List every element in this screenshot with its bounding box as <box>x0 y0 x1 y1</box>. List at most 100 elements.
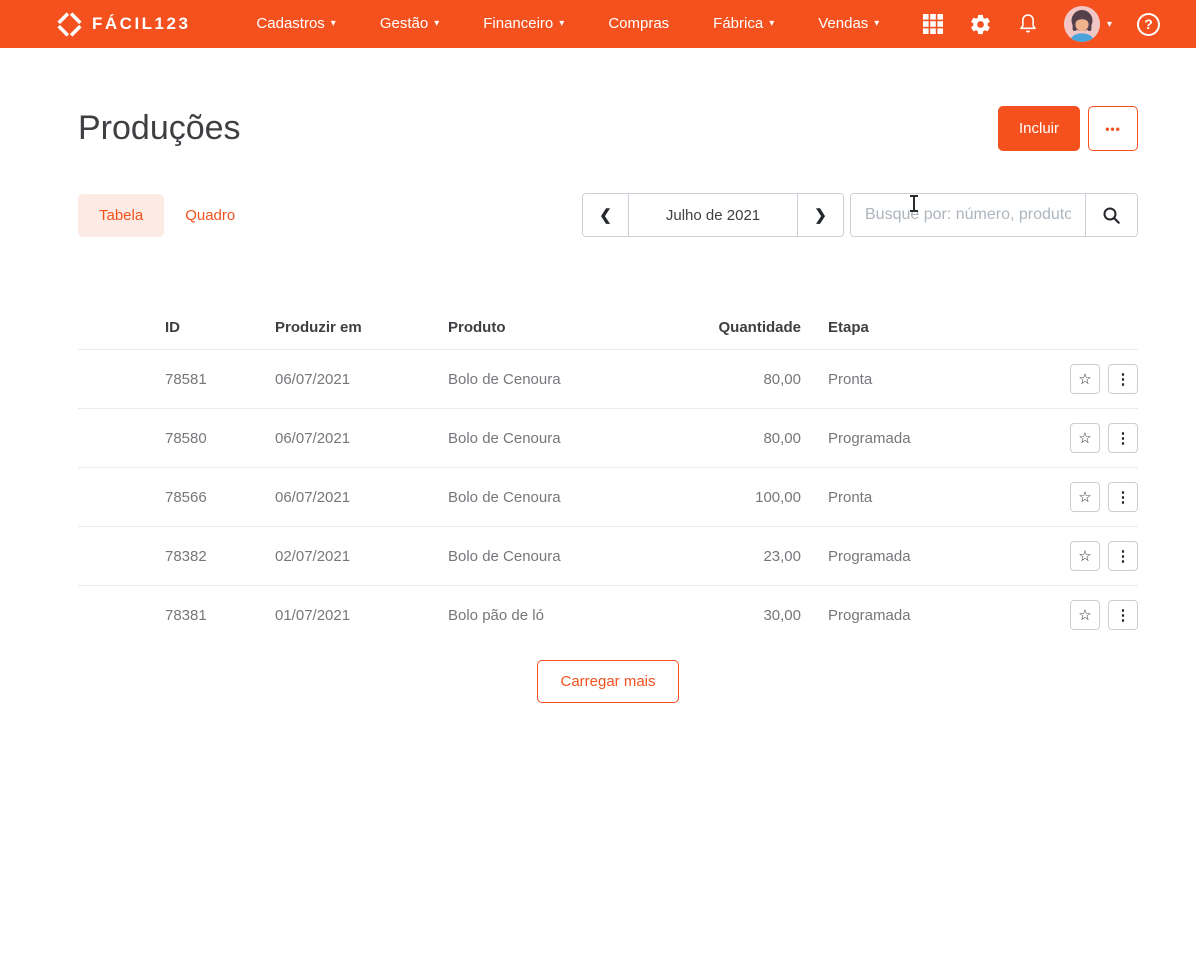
favorite-button[interactable]: ☆ <box>1070 364 1100 394</box>
header-etapa: Etapa <box>828 318 869 336</box>
cell-date: 02/07/2021 <box>275 547 351 565</box>
header-produzir-em: Produzir em <box>275 318 362 336</box>
page-title: Produções <box>78 109 241 147</box>
tab-quadro[interactable]: Quadro <box>185 206 236 224</box>
period-navigator: ❮ Julho de 2021 ❯ <box>582 193 844 237</box>
caret-down-icon: ▾ <box>330 18 336 29</box>
cell-stage: Pronta <box>828 488 873 506</box>
table-row[interactable]: 78580 06/07/2021 Bolo de Cenoura 80,00 P… <box>78 408 1138 467</box>
kebab-menu-icon: ⋮ <box>1115 371 1131 388</box>
cell-product: Bolo de Cenoura <box>448 429 561 447</box>
period-label: Julho de 2021 <box>628 194 798 236</box>
chevron-right-icon: ❯ <box>814 207 827 224</box>
cell-date: 06/07/2021 <box>275 488 351 506</box>
cell-id: 78580 <box>165 429 207 447</box>
star-icon: ☆ <box>1078 607 1092 624</box>
main-menu: Cadastros ▾ Gestão ▾ Financeiro ▾ Compra… <box>234 0 901 48</box>
cell-id: 78581 <box>165 370 207 388</box>
incluir-button[interactable]: Incluir <box>997 106 1080 151</box>
cell-id: 78381 <box>165 606 207 624</box>
kebab-menu-icon: ⋮ <box>1115 607 1131 624</box>
header-id: ID <box>165 318 180 336</box>
search-icon <box>1102 206 1121 225</box>
row-menu-button[interactable]: ⋮ <box>1108 423 1138 453</box>
text-cursor <box>908 195 919 212</box>
cell-qty: 80,00 <box>763 429 801 447</box>
menu-item-financeiro[interactable]: Financeiro ▾ <box>461 0 586 48</box>
star-icon: ☆ <box>1078 548 1092 565</box>
star-icon: ☆ <box>1078 371 1092 388</box>
cell-qty: 30,00 <box>763 606 801 624</box>
table-row[interactable]: 78581 06/07/2021 Bolo de Cenoura 80,00 P… <box>78 349 1138 408</box>
apps-grid-icon[interactable] <box>922 13 944 35</box>
kebab-menu-icon: ⋮ <box>1115 430 1131 447</box>
kebab-menu-icon: ⋮ <box>1115 489 1131 506</box>
table-header: ID Produzir em Produto Quantidade Etapa <box>78 305 1138 349</box>
brand-name: FÁCIL123 <box>92 14 191 33</box>
header-produto: Produto <box>448 318 506 336</box>
view-tabs: Tabela Quadro <box>78 193 256 237</box>
load-more-button[interactable]: Carregar mais <box>537 660 679 703</box>
gear-icon[interactable] <box>969 13 992 36</box>
chevron-left-icon: ❮ <box>599 207 612 224</box>
brand-logo[interactable]: FÁCIL123 <box>56 10 191 38</box>
cell-date: 06/07/2021 <box>275 429 351 447</box>
avatar <box>1063 6 1100 42</box>
star-icon: ☆ <box>1078 489 1092 506</box>
menu-item-gestao[interactable]: Gestão ▾ <box>358 0 461 48</box>
caret-down-icon: ▾ <box>559 18 565 29</box>
more-options-button[interactable]: ••• <box>1088 106 1138 151</box>
menu-item-vendas[interactable]: Vendas ▾ <box>796 0 901 48</box>
bell-icon[interactable] <box>1017 12 1039 36</box>
row-menu-button[interactable]: ⋮ <box>1108 364 1138 394</box>
cell-id: 78382 <box>165 547 207 565</box>
productions-table: ID Produzir em Produto Quantidade Etapa … <box>78 305 1138 644</box>
star-icon: ☆ <box>1078 430 1092 447</box>
cell-stage: Programada <box>828 429 911 447</box>
help-icon[interactable]: ? <box>1137 12 1160 36</box>
favorite-button[interactable]: ☆ <box>1070 482 1100 512</box>
tab-tabela[interactable]: Tabela <box>78 193 165 237</box>
caret-down-icon: ▾ <box>874 18 880 29</box>
menu-item-fabrica[interactable]: Fábrica ▾ <box>691 0 796 48</box>
cell-qty: 80,00 <box>763 370 801 388</box>
previous-month-button[interactable]: ❮ <box>583 194 628 236</box>
cell-product: Bolo de Cenoura <box>448 547 561 565</box>
row-menu-button[interactable]: ⋮ <box>1108 482 1138 512</box>
favorite-button[interactable]: ☆ <box>1070 423 1100 453</box>
table-row[interactable]: 78566 06/07/2021 Bolo de Cenoura 100,00 … <box>78 467 1138 526</box>
row-menu-button[interactable]: ⋮ <box>1108 600 1138 630</box>
cell-stage: Programada <box>828 606 911 624</box>
header-quantidade: Quantidade <box>718 318 801 336</box>
search-button[interactable] <box>1085 194 1137 236</box>
cell-stage: Pronta <box>828 370 873 388</box>
cell-product: Bolo pão de ló <box>448 606 544 624</box>
favorite-button[interactable]: ☆ <box>1070 600 1100 630</box>
menu-item-compras[interactable]: Compras <box>608 15 670 32</box>
cell-date: 01/07/2021 <box>275 606 351 624</box>
table-row[interactable]: 78381 01/07/2021 Bolo pão de ló 30,00 Pr… <box>78 585 1138 644</box>
kebab-menu-icon: ⋮ <box>1115 548 1131 565</box>
cell-stage: Programada <box>828 547 911 565</box>
search-input[interactable] <box>851 194 1085 236</box>
next-month-button[interactable]: ❯ <box>798 194 843 236</box>
diamond-logo-icon <box>56 10 83 38</box>
cell-id: 78566 <box>165 488 207 506</box>
table-row[interactable]: 78382 02/07/2021 Bolo de Cenoura 23,00 P… <box>78 526 1138 585</box>
top-navbar: FÁCIL123 Cadastros ▾ Gestão ▾ Financeiro… <box>0 0 1196 48</box>
user-menu[interactable]: ▾ <box>1063 6 1112 42</box>
cell-product: Bolo de Cenoura <box>448 488 561 506</box>
cell-qty: 23,00 <box>763 547 801 565</box>
cell-date: 06/07/2021 <box>275 370 351 388</box>
ellipsis-icon: ••• <box>1105 121 1121 136</box>
caret-down-icon: ▾ <box>769 18 775 29</box>
cell-qty: 100,00 <box>755 488 801 506</box>
cell-product: Bolo de Cenoura <box>448 370 561 388</box>
row-menu-button[interactable]: ⋮ <box>1108 541 1138 571</box>
caret-down-icon: ▾ <box>434 18 440 29</box>
favorite-button[interactable]: ☆ <box>1070 541 1100 571</box>
search-bar <box>850 193 1138 237</box>
menu-item-cadastros[interactable]: Cadastros ▾ <box>234 0 357 48</box>
navbar-right-icons: ▾ ? <box>922 6 1160 42</box>
caret-down-icon: ▾ <box>1106 18 1112 30</box>
